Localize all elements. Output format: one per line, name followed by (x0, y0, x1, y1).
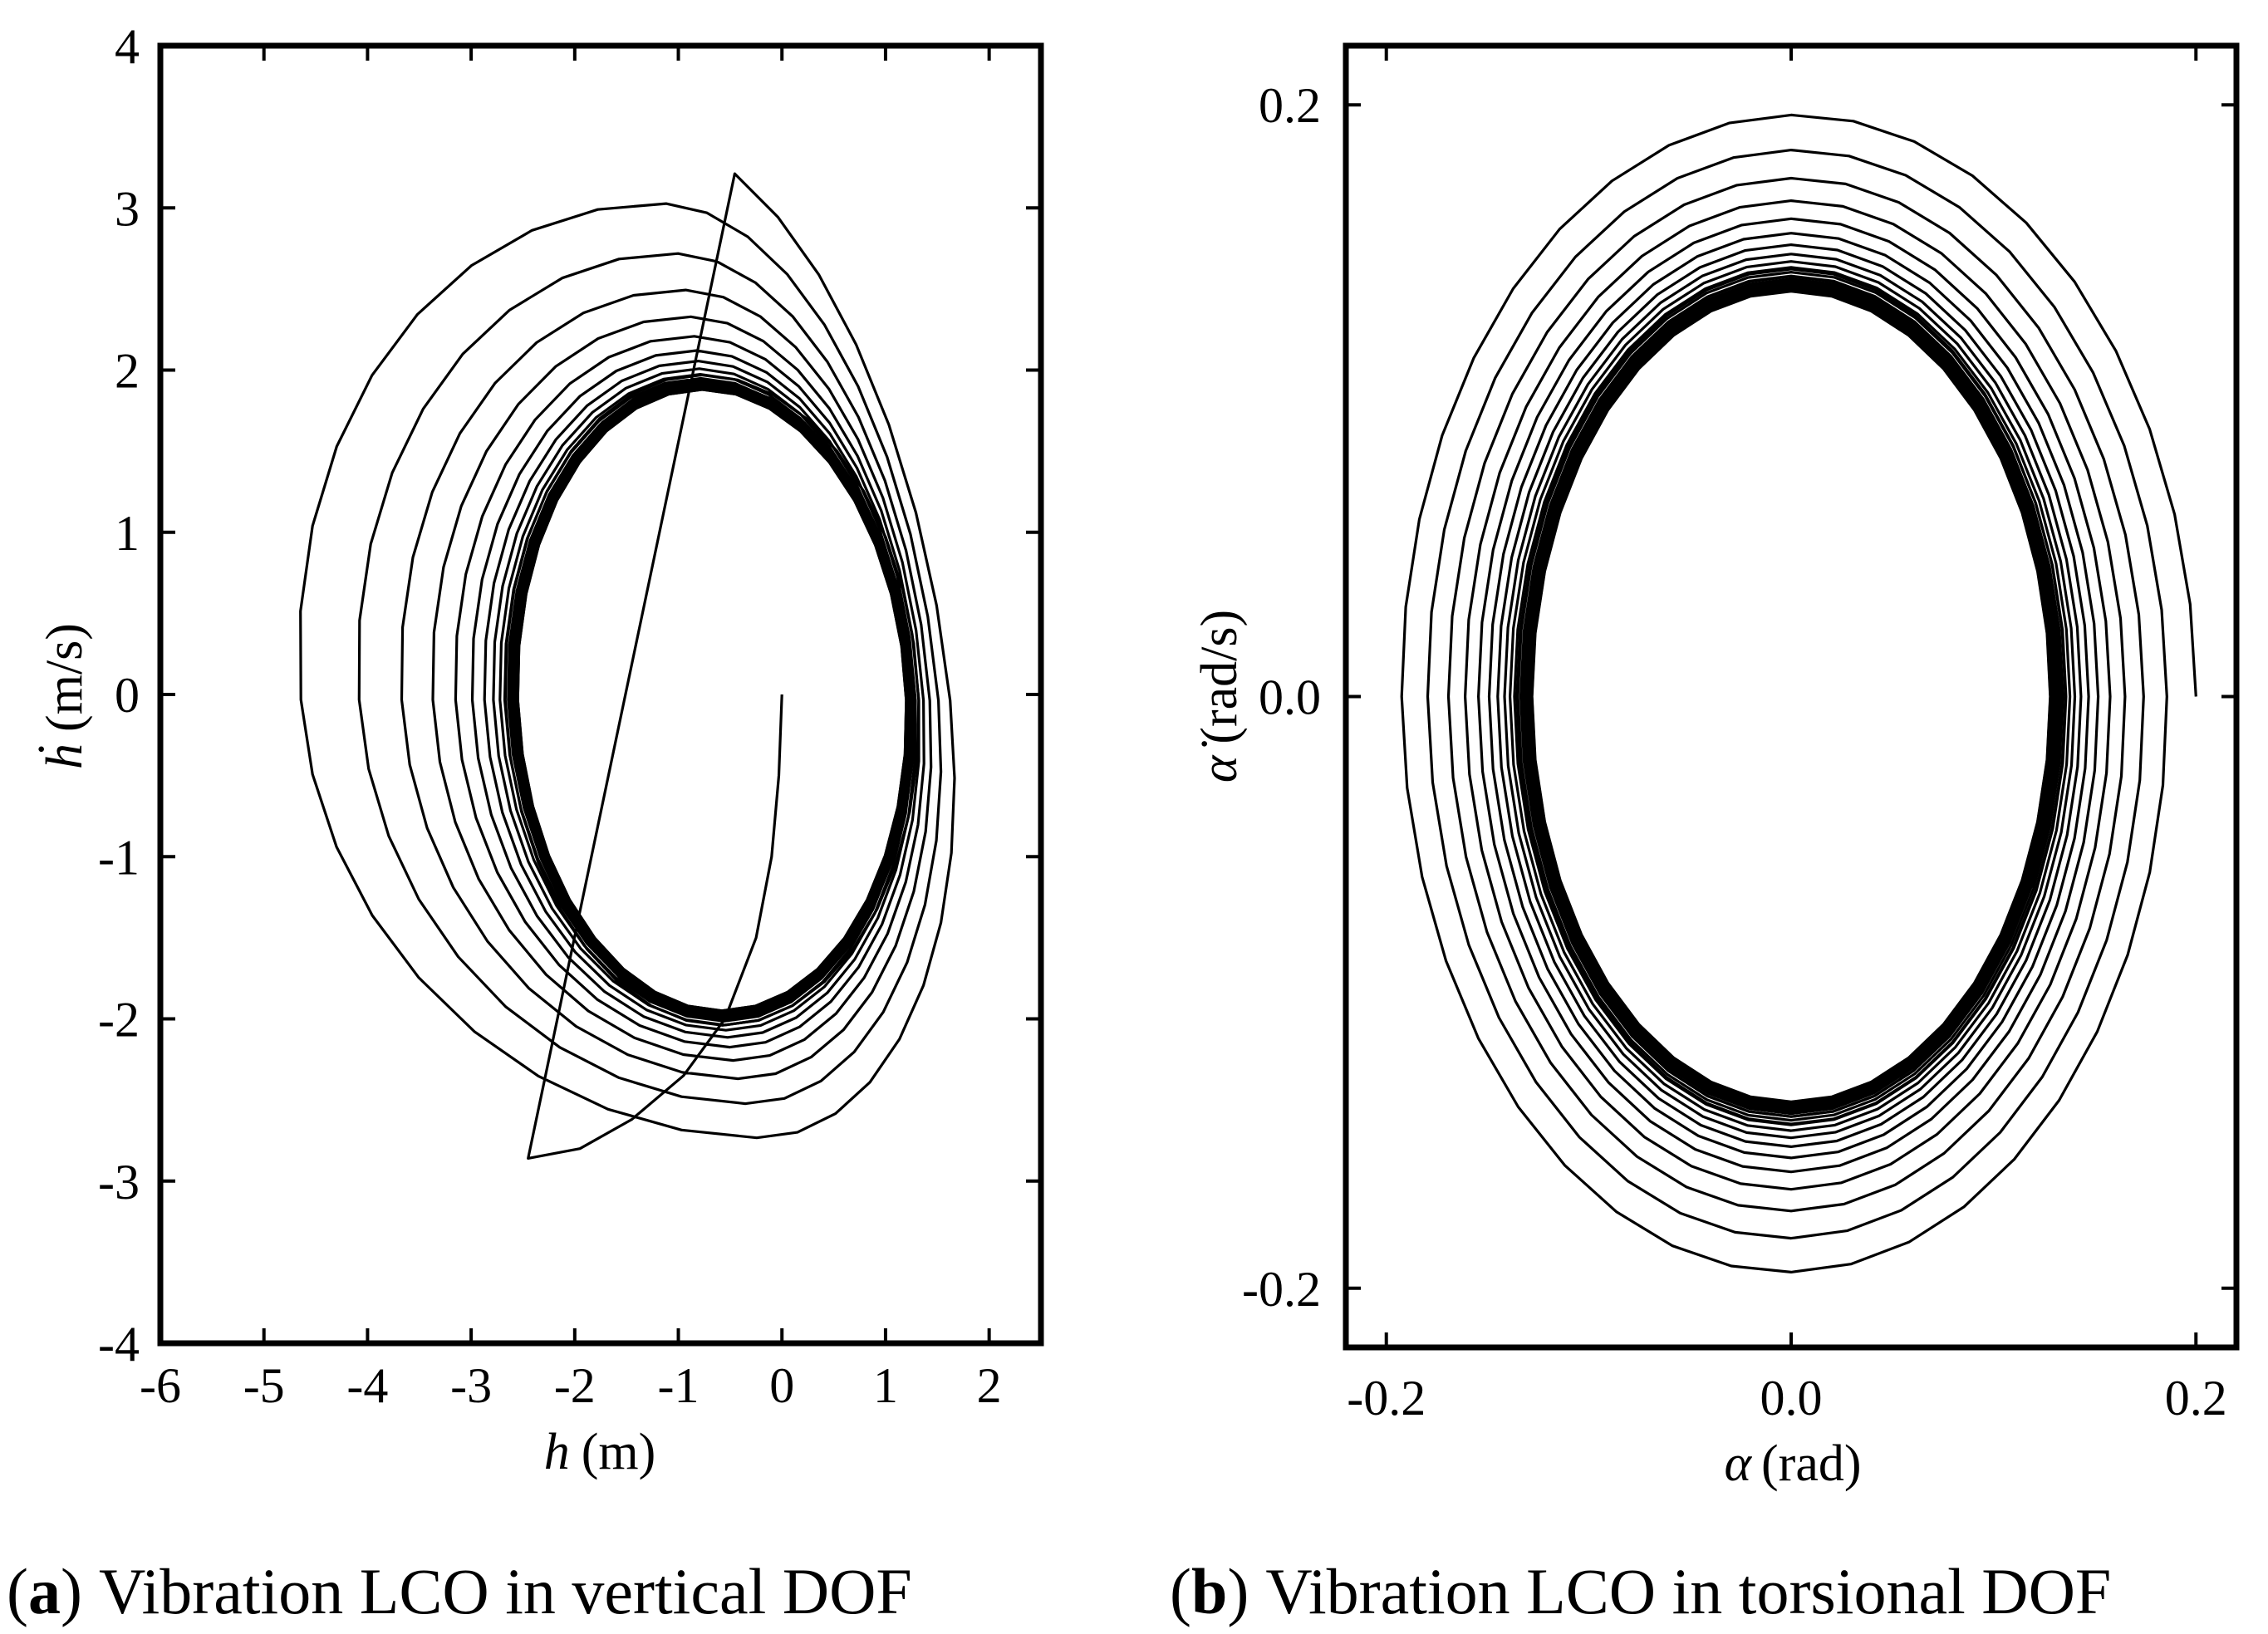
x-tick-label: 0.0 (1760, 1371, 1823, 1425)
x-tick-label: -2 (554, 1358, 596, 1413)
x-tick-label: 0.2 (2165, 1371, 2227, 1425)
limit-cycle-line (1525, 282, 2057, 1111)
y-tick-label: -0.2 (1242, 1262, 1321, 1317)
panel-a-caption: (a) Vibration LCO in vertical DOF (7, 1555, 912, 1627)
y-tick-label: 0 (115, 668, 140, 723)
trajectory-line (1400, 113, 2197, 1273)
x-tick-label: -1 (658, 1358, 700, 1413)
limit-cycle-line (512, 383, 912, 1018)
x-tick-label: -3 (450, 1358, 492, 1413)
y-tick-label: 2 (115, 344, 140, 399)
panel-b-plot-frame (1343, 42, 2240, 1351)
panel-a-tick-labels: -6 -5 -4 -3 -2 -1 0 1 2 -4 -3 -2 -1 0 1 2 3 4 (98, 19, 1002, 1413)
x-tick-label: 1 (873, 1358, 898, 1413)
panel-a-caption-text: Vibration LCO in vertical DOF (99, 1555, 912, 1627)
x-tick-label: -6 (140, 1358, 181, 1413)
panel-b-y-axis-symbol: α̇ (1191, 741, 1248, 783)
panel-a-x-axis-symbol: h (544, 1424, 570, 1480)
y-tick-label: -4 (98, 1317, 140, 1371)
limit-cycle-line (516, 388, 908, 1013)
panel-b-torsional-dof: -0.2 0.0 0.2 -0.2 0.0 0.2 α (rad) α̇(rad/s) (b… (1170, 42, 2240, 1627)
panel-a-y-axis-symbol: ḣ (37, 743, 93, 769)
x-tick-label: -5 (243, 1358, 285, 1413)
y-tick-label: 3 (115, 181, 140, 236)
panel-b-y-axis-unit: (rad/s) (1191, 610, 1248, 744)
x-tick-label: -4 (346, 1358, 388, 1413)
y-tick-label: 4 (115, 19, 140, 74)
x-tick-label: 2 (977, 1358, 1002, 1413)
x-tick-label: 0 (769, 1358, 794, 1413)
limit-cycle-line (1520, 275, 2062, 1118)
panel-a-y-axis-unit: (m/s) (37, 623, 93, 732)
panel-b-trajectory (1400, 113, 2197, 1273)
panel-b-caption-letter: b (1191, 1555, 1227, 1627)
limit-cycle-line (1515, 267, 2067, 1126)
panel-b-caption: (b) Vibration LCO in torsional DOF (1170, 1555, 2111, 1627)
panel-b-x-axis-symbol: α (1724, 1435, 1752, 1492)
panel-a-plot-frame (157, 42, 1044, 1347)
panel-b-x-axis-unit: (rad) (1761, 1435, 1861, 1492)
limit-cycle-line (1530, 290, 2052, 1103)
panel-b-y-axis-label: α̇(rad/s) (1191, 610, 1248, 783)
panel-a-y-axis-label: ḣ (m/s) (37, 623, 93, 769)
y-tick-label: 0.0 (1259, 670, 1321, 725)
y-tick-label: -2 (98, 993, 140, 1048)
panel-a-trajectory (299, 172, 956, 1160)
panel-a-caption-letter: a (28, 1555, 61, 1627)
y-tick-label: 0.2 (1259, 78, 1321, 133)
x-tick-label: -0.2 (1347, 1371, 1426, 1425)
panel-a-x-axis-unit: (m) (582, 1424, 656, 1480)
panel-b-x-axis-label: α (rad) (1724, 1435, 1861, 1492)
y-tick-label: -1 (98, 830, 140, 885)
panel-b-caption-text: Vibration LCO in torsional DOF (1265, 1555, 2111, 1627)
y-tick-label: -3 (98, 1155, 140, 1210)
panel-a-vertical-dof: -6 -5 -4 -3 -2 -1 0 1 2 -4 -3 -2 -1 0 1 2 3 4 h (m) ḣ (m/s)… (7, 19, 1044, 1627)
trajectory-line (299, 172, 956, 1160)
panel-b-tick-labels: -0.2 0.0 0.2 -0.2 0.0 0.2 (1242, 78, 2227, 1425)
y-tick-label: 1 (115, 506, 140, 561)
limit-cycle-line (503, 373, 920, 1027)
panel-a-x-axis-label: h (m) (544, 1424, 656, 1480)
limit-cycle-line (508, 378, 916, 1023)
